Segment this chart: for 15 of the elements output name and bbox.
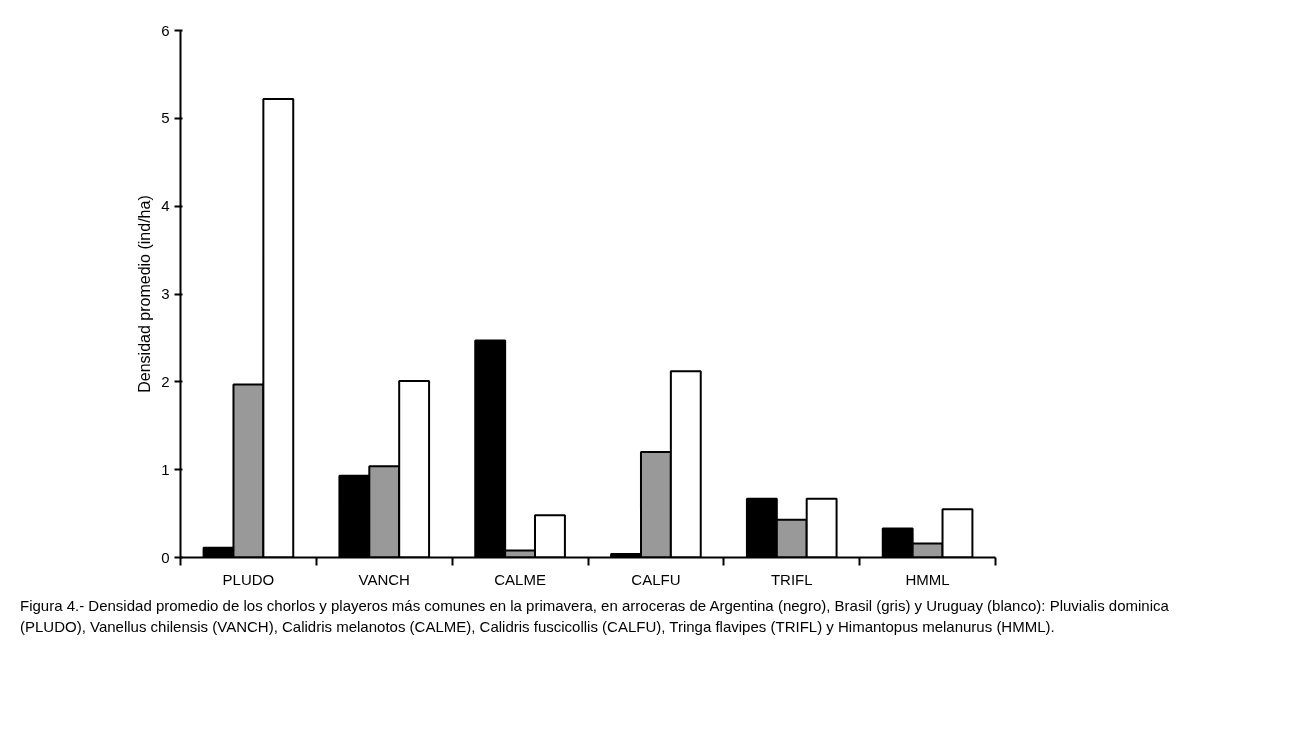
- y-tick-label: 0: [161, 548, 170, 566]
- y-axis-title: Densidad promedio (ind/ha): [136, 195, 154, 393]
- x-tick-label: HMML: [905, 570, 950, 588]
- x-tick-label: PLUDO: [222, 570, 275, 588]
- y-tick-label: 3: [161, 285, 170, 302]
- y-tick-label: 2: [161, 372, 170, 390]
- y-tick-label: 4: [161, 197, 170, 215]
- x-tick-label: CALFU: [631, 570, 681, 588]
- x-tick-label: VANCH: [358, 570, 410, 588]
- text: Figura 4.- Densidad promedio de los chorlos y playeros más comunes en la primavera, en arroceras de Argentina (negro), Brasil (gris) y Uruguay (blanco): Pluvialis dominica (PLUDO), Vanellus chilensis (VANCH), Calidris melanotos (CALME), Calidris fuscicollis (CALFU), Tringa flavipes (TRIFL) y Himantopus melanurus (HMML).: [20, 596, 1170, 637]
- y-tick-label: 5: [161, 109, 170, 127]
- x-tick-label: TRIFL: [770, 570, 813, 588]
- x-tick-label: CALME: [494, 570, 546, 588]
- y-tick-label: 6: [161, 21, 170, 39]
- y-tick-label: 1: [161, 460, 170, 478]
